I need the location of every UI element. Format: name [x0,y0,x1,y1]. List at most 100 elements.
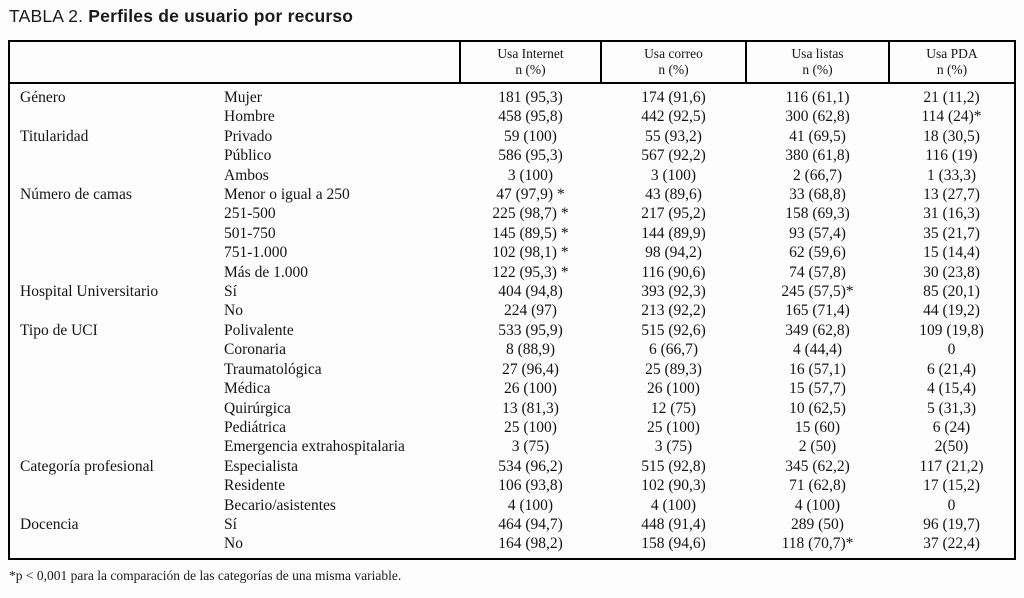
row-value: 117 (21,2) [919,457,984,475]
row-value: 6 (21,4) [926,360,977,378]
row-group-label [9,360,216,379]
table-footnote: *p < 0,001 para la comparación de las ca… [9,568,402,583]
row-value: 349 (62,8) [785,321,850,339]
row-value: 27 (96,4) [502,360,559,378]
row-category-label: Residente [224,477,286,495]
row-category-label: Traumatológica [224,360,322,378]
row-category-label: No [224,535,243,553]
row-value: 158 (69,3) [785,205,850,223]
row-value: 30 (23,8) [923,263,980,281]
row-value: 6 (66,7) [648,341,699,359]
header-row: Usa Internet n (%) Usa correo n (%) Usa … [9,41,1015,84]
row-value: 458 (95,8) [498,108,563,126]
user-profiles-table: Usa Internet n (%) Usa correo n (%) Usa … [8,40,1016,560]
table-row: Docencia Sí 464 (94,7) 448 (91,4) 289 (5… [9,515,1015,534]
row-value: 5 (31,3) [926,399,977,417]
row-value: 393 (92,3) [641,283,706,301]
row-category-label: No [224,302,243,320]
row-value: 245 (57,5)* [781,283,854,301]
row-value: 4 (100) [507,496,554,514]
header-usa-internet: Usa Internet n (%) [459,41,601,84]
row-category-label: Sí [224,515,237,533]
row-value: 181 (95,3) [498,89,563,106]
row-value: 102 (98,1) * [492,244,569,262]
row-value: 224 (97) [504,302,557,320]
table-body: Género Mujer 181 (95,3) 174 (91,6) 116 (… [9,83,1015,559]
row-value: 71 (62,8) [789,477,846,495]
table-row: Número de camas Menor o igual a 250 47 (… [9,185,1015,204]
row-value: 85 (20,1) [923,283,980,301]
row-value: 16 (57,1) [789,360,846,378]
header-label: Usa Internet [497,46,564,61]
row-category-label: 751-1.000 [224,244,288,262]
row-value: 4 (15,4) [926,380,977,398]
row-value: 213 (92,2) [641,302,706,320]
table-row: Ambos 3 (100) 3 (100) 2 (66,7) 1 (33,3) [9,166,1015,185]
row-value: 2 (50) [798,438,837,456]
row-value: 3 (100) [650,166,697,184]
row-category-label: Más de 1.000 [224,263,308,281]
row-value: 3 (100) [507,166,554,184]
row-value: 515 (92,8) [641,457,706,475]
row-category-label: Becario/asistentes [224,496,336,514]
row-value: 37 (22,4) [923,535,980,553]
row-group-label [9,437,216,456]
row-value: 13 (27,7) [923,186,980,204]
row-group-label: Docencia [20,515,79,533]
row-value: 47 (97,9) * [496,186,565,204]
row-value: 448 (91,4) [641,515,706,533]
row-value: 118 (70,7)* [781,535,854,553]
row-value: 6 (24) [932,418,971,436]
table-row: Titularidad Privado 59 (100) 55 (93,2) 4… [9,127,1015,146]
row-category-label: Sí [224,283,237,301]
row-category-label: Hombre [224,108,275,126]
table-row: 751-1.000 102 (98,1) * 98 (94,2) 62 (59,… [9,243,1015,262]
row-value: 404 (94,8) [498,283,563,301]
table-row: Emergencia extrahospitalaria 3 (75) 3 (7… [9,437,1015,456]
row-value: 15 (60) [794,418,841,436]
row-value: 25 (89,3) [645,360,702,378]
row-group-label [9,496,216,515]
row-category-label: Polivalente [224,321,294,339]
row-group-label [9,204,216,223]
table-row: 251-500 225 (98,7) * 217 (95,2) 158 (69,… [9,204,1015,223]
row-value: 145 (89,5) * [492,224,569,242]
table-header: Usa Internet n (%) Usa correo n (%) Usa … [9,41,1015,84]
row-value: 93 (57,4) [789,224,846,242]
row-value: 3 (75) [654,438,693,456]
row-group-label [9,379,216,398]
header-label: Usa correo [644,46,703,61]
row-value: 3 (75) [511,438,550,456]
row-value: 15 (57,7) [789,380,846,398]
row-category-label: Médica [224,380,271,398]
table-row: Becario/asistentes 4 (100) 4 (100) 4 (10… [9,496,1015,515]
row-group-label: Género [20,89,66,106]
row-category-label: Mujer [224,89,262,106]
header-sublabel: n (%) [936,62,968,77]
row-group-label [9,399,216,418]
row-value: 158 (94,6) [641,535,706,553]
row-value: 2 (66,7) [792,166,843,184]
table-row: No 164 (98,2) 158 (94,6) 118 (70,7)* 37 … [9,534,1015,558]
row-value: 0 [947,496,956,514]
row-value: 25 (100) [647,418,700,436]
row-value: 225 (98,7) * [492,205,569,223]
row-value: 26 (100) [504,380,557,398]
table-row: Hospital Universitario Sí 404 (94,8) 393… [9,282,1015,301]
table-row: Categoría profesional Especialista 534 (… [9,457,1015,476]
row-value: 33 (68,8) [789,186,846,204]
row-value: 515 (92,6) [641,321,706,339]
row-value: 534 (96,2) [498,457,563,475]
header-label: Usa listas [791,46,844,61]
row-group-label [9,418,216,437]
row-category-label: Coronaria [224,341,286,359]
table-title-main: Perfiles de usuario por recurso [88,6,354,26]
row-value: 8 (88,9) [505,341,556,359]
row-value: 116 (90,6) [641,263,706,281]
header-empty-cell [9,41,460,84]
table-row: Traumatológica 27 (96,4) 25 (89,3) 16 (5… [9,360,1015,379]
row-value: 26 (100) [647,380,700,398]
row-value: 122 (95,3) * [492,263,569,281]
table-title-prefix: TABLA 2. [9,6,84,26]
